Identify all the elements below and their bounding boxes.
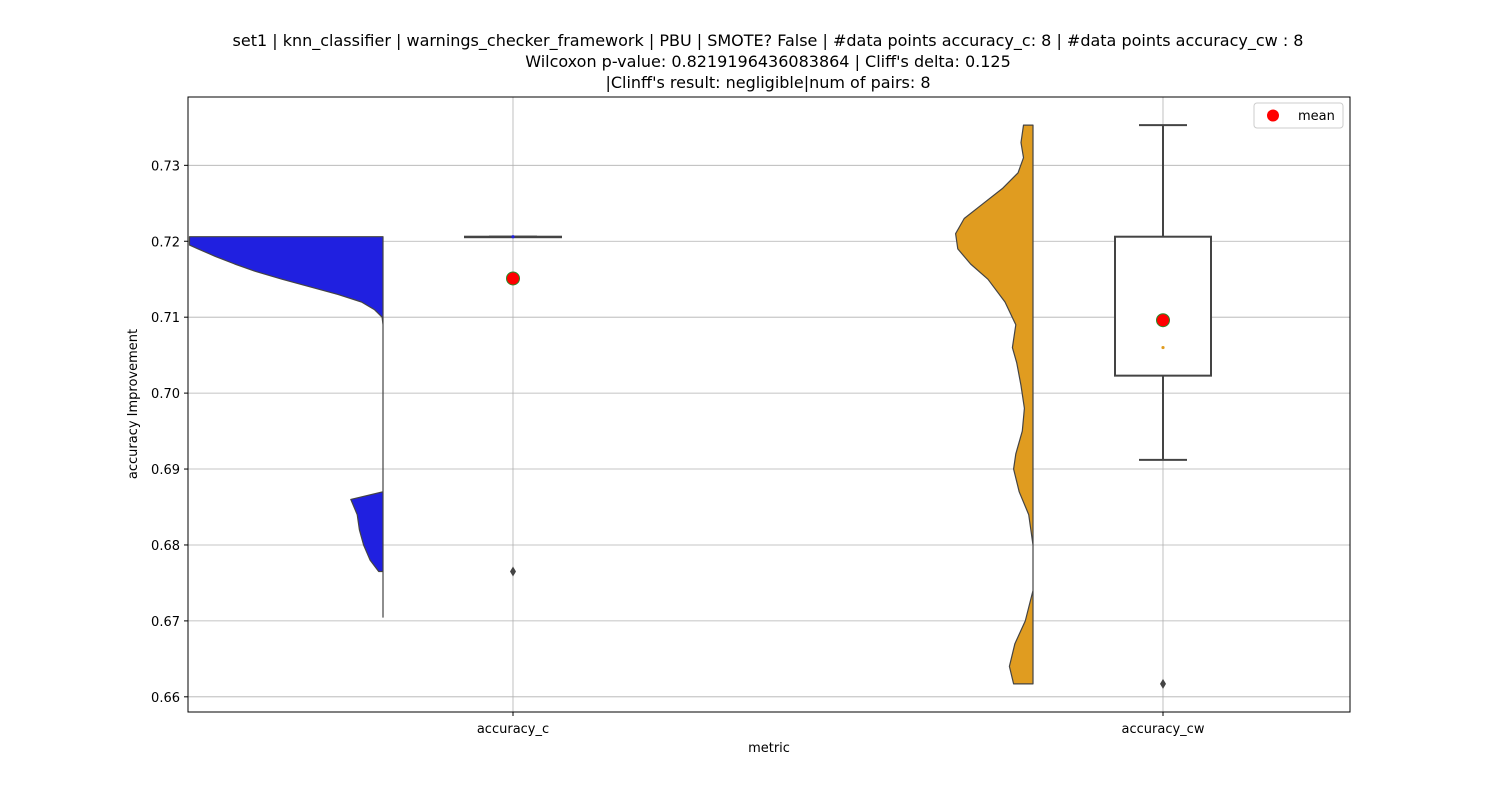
x-tick-label: accuracy_c [477, 722, 549, 737]
plot-frame [187, 96, 1351, 713]
box-accuracy_cw [1114, 124, 1212, 689]
legend-mean-label: mean [1298, 109, 1335, 124]
legend-mean-marker [1267, 109, 1279, 122]
grid-lines [188, 97, 1350, 712]
box-plots [464, 124, 1212, 689]
median-point [511, 235, 515, 239]
x-axis-ticks: accuracy_c accuracy_cw [477, 712, 1205, 737]
box-accuracy_c [464, 235, 562, 577]
median-point [1161, 345, 1165, 350]
x-axis-label: metric [748, 741, 790, 756]
title-line-1: set1 | knn_classifier | warnings_checker… [233, 31, 1304, 51]
title-line-3: |Clinff's result: negligible|num of pair… [605, 73, 930, 92]
title-line-2: Wilcoxon p-value: 0.8219196436083864 | C… [525, 52, 1011, 71]
violin-accuracy_cw [955, 124, 1034, 685]
violin-accuracy_c [188, 236, 384, 618]
y-axis-label: accuracy Improvement [126, 329, 141, 479]
legend: mean [1253, 102, 1344, 129]
outlier-marker [510, 566, 516, 577]
y-tick-label: 0.71 [151, 311, 180, 326]
outlier-marker [1160, 678, 1166, 689]
y-tick-label: 0.66 [151, 691, 180, 706]
y-tick-label: 0.68 [151, 539, 180, 554]
y-tick-label: 0.73 [151, 159, 180, 174]
x-tick-label: accuracy_cw [1122, 722, 1205, 737]
chart-title: set1 | knn_classifier | warnings_checker… [233, 31, 1304, 92]
y-axis-ticks: 0.66 0.67 0.68 0.69 0.70 0.71 0.72 0.73 [151, 159, 188, 706]
iqr-box [1114, 235, 1212, 377]
y-tick-label: 0.67 [151, 615, 180, 630]
mean-marker [506, 271, 520, 286]
y-tick-label: 0.69 [151, 463, 180, 478]
mean-marker [1156, 313, 1170, 328]
legend-box [1253, 102, 1344, 129]
y-tick-label: 0.70 [151, 387, 180, 402]
y-tick-label: 0.72 [151, 235, 180, 250]
violins [188, 124, 1034, 685]
